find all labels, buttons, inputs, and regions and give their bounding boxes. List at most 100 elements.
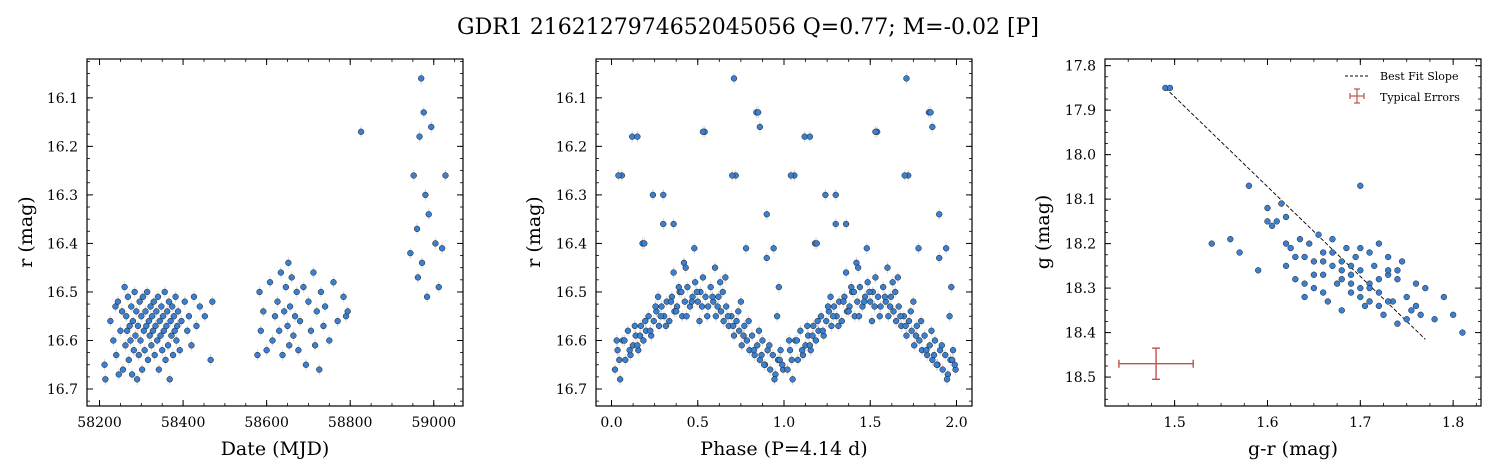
data-point bbox=[942, 351, 949, 359]
data-point bbox=[165, 298, 173, 305]
data-point bbox=[737, 298, 745, 305]
data-point bbox=[435, 283, 442, 291]
data-point bbox=[1310, 258, 1318, 265]
data-point bbox=[624, 327, 632, 334]
data-point bbox=[907, 308, 914, 315]
data-point bbox=[1287, 244, 1294, 252]
data-point bbox=[1357, 182, 1364, 189]
data-point bbox=[634, 133, 641, 140]
data-point bbox=[1315, 231, 1322, 238]
x-tick-label: 1.0 bbox=[773, 415, 795, 431]
data-point bbox=[691, 245, 698, 252]
data-point bbox=[288, 274, 295, 281]
data-point bbox=[139, 293, 147, 300]
data-point bbox=[660, 191, 667, 199]
data-point bbox=[917, 317, 925, 325]
data-point bbox=[193, 322, 200, 330]
data-point bbox=[666, 317, 673, 325]
data-point bbox=[936, 254, 943, 262]
data-point bbox=[740, 332, 747, 339]
data-point bbox=[720, 317, 727, 325]
data-point bbox=[838, 317, 845, 325]
data-point bbox=[133, 376, 141, 383]
data-point bbox=[714, 303, 721, 310]
data-point bbox=[763, 211, 770, 218]
data-point bbox=[702, 293, 709, 300]
data-point bbox=[641, 240, 648, 247]
data-point bbox=[310, 269, 317, 276]
data-point bbox=[135, 351, 142, 359]
data-point bbox=[316, 366, 323, 373]
data-point bbox=[357, 128, 365, 135]
data-point bbox=[1417, 311, 1424, 318]
data-point bbox=[438, 245, 446, 252]
data-point bbox=[1282, 213, 1290, 221]
data-point bbox=[694, 298, 701, 305]
data-point bbox=[185, 313, 193, 320]
data-point bbox=[657, 313, 664, 320]
data-point bbox=[741, 322, 748, 330]
data-point bbox=[1408, 307, 1415, 314]
data-point bbox=[125, 356, 132, 364]
data-point bbox=[719, 288, 726, 296]
data-point bbox=[806, 342, 814, 349]
data-point bbox=[613, 337, 620, 344]
data-point bbox=[911, 342, 918, 349]
data-point bbox=[1357, 284, 1364, 292]
data-point bbox=[167, 317, 174, 325]
data-point bbox=[881, 293, 889, 300]
y-tick-label: 16.7 bbox=[556, 382, 587, 398]
data-point bbox=[1310, 271, 1318, 278]
data-point bbox=[146, 332, 153, 339]
data-point bbox=[655, 322, 663, 330]
data-point bbox=[742, 245, 750, 252]
data-point bbox=[269, 337, 276, 344]
data-point bbox=[908, 327, 915, 334]
data-point bbox=[196, 303, 203, 310]
data-point bbox=[622, 356, 629, 364]
data-point bbox=[142, 308, 149, 315]
data-point bbox=[115, 371, 122, 378]
y-tick-label: 16.3 bbox=[47, 188, 78, 204]
data-point bbox=[117, 327, 124, 334]
data-point bbox=[321, 303, 329, 310]
typical-errors-marker bbox=[1118, 347, 1194, 381]
data-point bbox=[123, 327, 131, 334]
data-point bbox=[823, 317, 830, 325]
data-point bbox=[711, 264, 719, 271]
data-point bbox=[939, 366, 946, 373]
data-point bbox=[855, 313, 863, 320]
y-tick-label: 17.8 bbox=[1065, 59, 1096, 75]
data-point bbox=[797, 327, 804, 334]
data-point bbox=[779, 361, 786, 368]
data-point bbox=[812, 337, 820, 344]
data-point bbox=[756, 123, 764, 131]
data-point bbox=[122, 342, 129, 349]
data-point bbox=[159, 347, 166, 354]
color-magnitude-ticks: 1.5 1.6 1.7 1.8 17.8 17.9 18.0 18.1 18.2 18.3 18.4… bbox=[1065, 59, 1481, 431]
data-point bbox=[897, 313, 904, 320]
data-point bbox=[152, 322, 159, 330]
data-point bbox=[1440, 293, 1448, 301]
data-point bbox=[181, 298, 188, 305]
color-magnitude-frame bbox=[1104, 58, 1482, 407]
y-tick-label: 16.1 bbox=[47, 91, 78, 107]
data-point bbox=[414, 274, 422, 281]
data-point bbox=[209, 298, 216, 305]
data-point bbox=[889, 279, 896, 286]
data-point bbox=[178, 317, 185, 325]
data-point bbox=[1320, 271, 1327, 278]
data-point bbox=[141, 347, 148, 354]
data-point bbox=[1245, 182, 1253, 189]
data-point bbox=[616, 376, 624, 383]
data-point bbox=[1352, 253, 1359, 261]
data-point bbox=[895, 303, 902, 310]
data-point bbox=[787, 172, 795, 179]
lightcurve-xlabel: Date (MJD) bbox=[221, 438, 330, 460]
y-tick-label: 18.3 bbox=[1065, 281, 1096, 297]
data-point bbox=[149, 327, 157, 334]
data-point bbox=[707, 283, 714, 291]
data-point bbox=[174, 308, 182, 315]
y-tick-label: 16.2 bbox=[556, 139, 587, 155]
phased-ticks: 0.0 0.5 1.0 1.5 2.0 16.1 16.2 16.3 16.4 16.5 16.6 1… bbox=[556, 59, 972, 431]
